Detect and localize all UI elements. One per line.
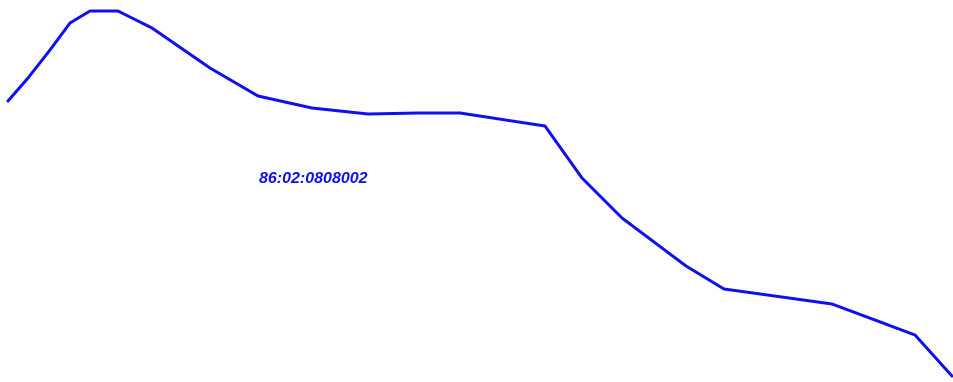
parcel-boundary-line[interactable] xyxy=(6,9,953,378)
parcel-number-label[interactable]: 86:02:0808002 xyxy=(259,170,368,187)
